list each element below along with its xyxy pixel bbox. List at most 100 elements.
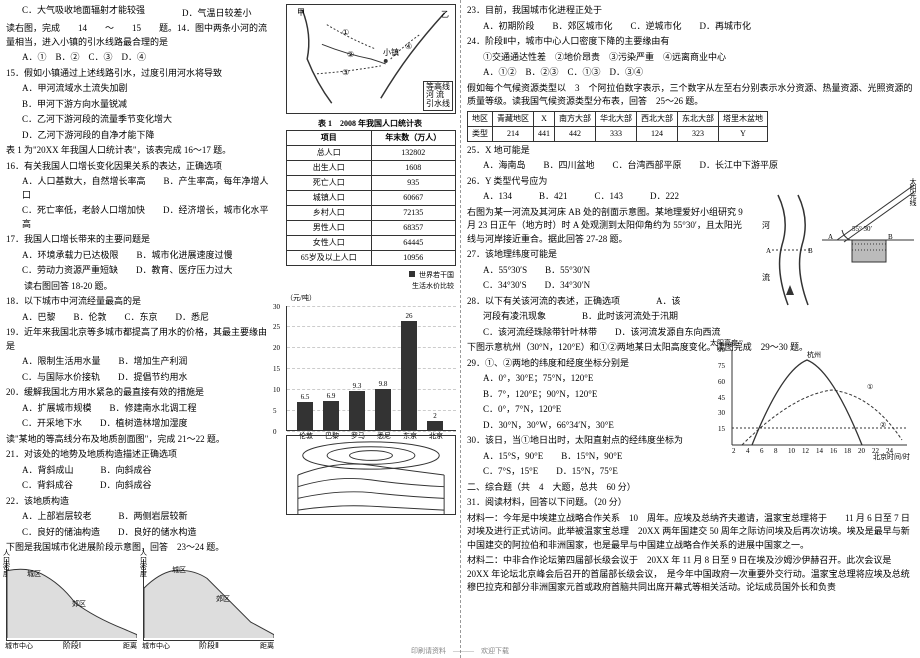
r0c1: 132802 xyxy=(371,146,456,161)
opt-d: D．气温日较差小 xyxy=(166,7,274,21)
r7c1: 10956 xyxy=(371,251,456,266)
q24: 24．阶段Ⅱ中，城市中心人口密度下降的主要缘由有 xyxy=(467,35,914,49)
q15d: D．乙河下游河段的自净才能下降 xyxy=(6,129,274,143)
barchart: 0510152025306.5伦敦6.9巴黎9.3罗马9.8悉尼26东京2北京 xyxy=(286,306,456,431)
sunray-lab: 太阳光线 xyxy=(908,178,919,206)
altitude-chart: 太阳高度/° 北京时间/时 杭州 ① ② 153045607590 246810… xyxy=(712,340,912,460)
q19b: C．与国际水价接轨 D．提倡节约用水 xyxy=(6,371,274,385)
region-table: 地区青藏地区X南方大部华北大部西北大部东北大部塔里木盆地 类型214441442… xyxy=(467,111,768,142)
map-town: 小镇 xyxy=(383,47,399,59)
q16: 16．有关我国人口增长变化因果关系的表达，正确选项 xyxy=(6,160,274,174)
q21a: A．背斜成山 B．向斜成谷 xyxy=(6,464,274,478)
mat2: 材料二：中非合作论坛第四届部长级会议于 20XX 年 11 月 8 日至 9 日… xyxy=(467,554,914,595)
r3c0: 城镇人口 xyxy=(287,191,372,206)
map-n4: ④ xyxy=(405,41,412,53)
r0c0: 总人口 xyxy=(287,146,372,161)
q16a: A．人口基数大，自然增长率高 B．产生率高，每年净增人口 xyxy=(6,175,274,202)
q18opt: A．巴黎 B．伦敦 C．东京 D．悉尼 xyxy=(6,311,274,325)
barchart-wrap: 世界若干国 生活水价比较 （元/吨） 0510152025306.5伦敦6.9巴… xyxy=(286,270,454,431)
stats-table: 项目年末数（万人） 总人口132802 出生人口1608 死亡人口935 城镇人… xyxy=(286,130,456,266)
river-diagram: 河 流 A B xyxy=(760,190,820,310)
r2c1: 935 xyxy=(371,176,456,191)
q17a: A．环境承载力已达极限 B．城市化进展速度过慢 xyxy=(6,249,274,263)
q19a: A．限制生活用水量 B．增加生产利润 xyxy=(6,355,274,369)
r7c0: 65岁及以上人口 xyxy=(287,251,372,266)
river-lab: 河 xyxy=(762,220,770,232)
strata-diagram xyxy=(286,435,456,515)
alt-s3: ② xyxy=(880,420,886,431)
r5c0: 男性人口 xyxy=(287,221,372,236)
r6c1: 64445 xyxy=(371,236,456,251)
q17b: C．劳动力资源严重短缺 D．教育、医疗压力过大 xyxy=(6,264,274,278)
q24opt: A．①② B．②③ C．①③ D．③④ xyxy=(467,66,914,80)
q20a: A．扩展城市规模 B．修建南水北调工程 xyxy=(6,402,274,416)
density-charts: 人口密度 城区 郊区 城市中心 距离 阶段Ⅰ 人口密度 城区 郊区 城市中心 距… xyxy=(6,559,274,641)
left-column: C．大气吸收地面辐射才能较强 D．气温日较差小 读右图，完成 14 ～ 15 题… xyxy=(0,0,280,658)
sun-diagram: 太阳光线 A B 55° 30′ xyxy=(822,180,914,275)
r5c1: 68357 xyxy=(371,221,456,236)
alt-s1: 杭州 xyxy=(807,350,821,361)
r6c0: 女性人口 xyxy=(287,236,372,251)
zone-city2: 城区 xyxy=(172,565,186,576)
q14-opts: A．① B．② C．③ D．④ xyxy=(6,51,274,65)
q25: 25．X 地可能是 xyxy=(467,144,914,158)
map-n1: ① xyxy=(342,27,349,39)
r4c1: 72135 xyxy=(371,206,456,221)
density-chart-2: 人口密度 城区 郊区 城市中心 距离 阶段Ⅱ xyxy=(143,559,274,641)
sun-a: A xyxy=(828,232,833,243)
q15b: B．甲河下游方向水量锐减 xyxy=(6,98,274,112)
q21: 21．对该处的地势及地质构造描述正确选项 xyxy=(6,448,274,462)
q18: 18．以下城市中河流经量最高的是 xyxy=(6,295,274,309)
stats-h1: 项目 xyxy=(287,131,372,146)
q15c: C．乙河下游河段的流量季节变化增大 xyxy=(6,113,274,127)
zone-city: 城区 xyxy=(27,569,41,580)
q31: 31．阅读材料，回答以下问题。（20 分） xyxy=(467,496,914,510)
climate-intro: 假如每个气候资源类型以 3 个阿拉伯数字表示，三个数字从左至右分别表示水分资源、… xyxy=(467,82,914,109)
q25opt: A．海南岛 B．四川盆地 C．台湾西部平原 D．长江中下游平原 xyxy=(467,159,914,173)
q15a: A．甲河流域水土流失加剧 xyxy=(6,82,274,96)
density-chart-1: 人口密度 城区 郊区 城市中心 距离 阶段Ⅰ xyxy=(6,559,137,641)
q30b: C．7°S，15°E D．15°N，75°E xyxy=(467,465,914,479)
q27b: C．34°30′S D．34°30′N xyxy=(467,279,914,293)
river-intro: 右图为某一河流及其河床 AB 处的剖面示意图。某地理爱好小组研究 9 月 23 … xyxy=(467,206,747,247)
page-footer: 印刷请资料 ——— 欢迎下载 xyxy=(0,646,920,657)
q20b: C．开采地下水 D．植树造林增加湿度 xyxy=(6,417,274,431)
middle-column: 甲 乙 小镇 ① ② ③ ④ 等高线 河 流 引水线 表 1 2008 年我国人… xyxy=(280,0,460,658)
q14-stem: 读右图，完成 14 ～ 15 题。14．图中两条小河的流量相当，进入小镇的引水线… xyxy=(6,22,274,49)
q19: 19．近年来我国北京等多城市都提高了用水的价格，其最主要缘由是 xyxy=(6,326,274,353)
sun-angle: 55° 30′ xyxy=(852,224,872,235)
r4c0: 乡村人口 xyxy=(287,206,372,221)
zone-suburb2: 郊区 xyxy=(216,594,230,605)
flow-lab: 流 xyxy=(762,272,770,284)
table-ref: 表 1 为"20XX 年我国人口统计表"，该表完成 16～17 题。 xyxy=(6,144,274,158)
r2c0: 死亡人口 xyxy=(287,176,372,191)
map-diagram: 甲 乙 小镇 ① ② ③ ④ 等高线 河 流 引水线 xyxy=(286,4,456,114)
q28a: 河段有凌汛现象 B．此时该河流处于汛期 xyxy=(467,310,914,324)
mat1: 材料一：今年是中埃建立战略合作关系 10 周年。应埃及总纳齐夫邀请，温家宝总理将… xyxy=(467,512,914,553)
bar-title1: 世界若干国 xyxy=(419,271,454,279)
q23opt: A．初期阶段 B．郊区城市化 C．逆城市化 D．再城市化 xyxy=(467,20,914,34)
stats-title: 表 1 2008 年我国人口统计表 xyxy=(286,118,454,130)
q20: 20．缓解我国北方用水紧急的最直接有效的措施是 xyxy=(6,386,274,400)
sun-b: B xyxy=(888,232,893,243)
q22: 22．该地质构造 xyxy=(6,495,274,509)
r1c1: 1608 xyxy=(371,161,456,176)
q16b: C．死亡率低，老龄人口增加快 D．经济增长，城市化水平高 xyxy=(6,204,274,231)
q28: 28．以下有关该河流的表述，正确选项 A．该 xyxy=(467,295,914,309)
alt-ylab: 太阳高度/° xyxy=(710,338,743,349)
q22b: C．良好的储油构造 D．良好的储水构造 xyxy=(6,526,274,540)
q15: 15．假如小镇通过上述线路引水，过度引用河水将导致 xyxy=(6,67,274,81)
bar-title2: 生活水价比较 xyxy=(412,282,454,290)
r1c0: 出生人口 xyxy=(287,161,372,176)
legend-pipe: 引水线 xyxy=(426,100,450,109)
q24line: ①交通通达性差 ②地价昂贵 ③污染严重 ④远离商业中心 xyxy=(467,51,914,65)
map-yi: 乙 xyxy=(441,9,449,21)
map-n2: ② xyxy=(347,49,354,61)
right-column: 23．目前，我国城市化进程正处于 A．初期阶段 B．郊区城市化 C．逆城市化 D… xyxy=(460,0,920,658)
zone-suburb: 郊区 xyxy=(72,599,86,610)
q28b: C．该河流经珠除带针叶林带 D．该河流发源自东向西流 xyxy=(467,326,914,340)
legend-icon xyxy=(409,271,415,277)
r3c1: 60667 xyxy=(371,191,456,206)
alt-s2: ① xyxy=(867,382,873,393)
q21b: C．背斜成谷 D．向斜成谷 xyxy=(6,479,274,493)
